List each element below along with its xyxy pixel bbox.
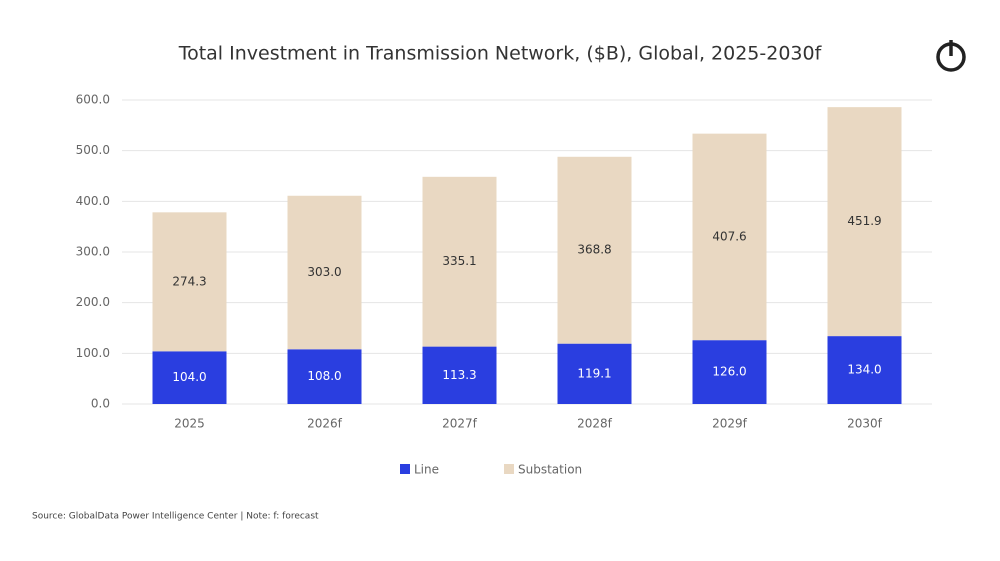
bar-segment — [827, 107, 902, 337]
legend-swatch — [504, 464, 514, 474]
data-label: 303.0 — [307, 265, 341, 279]
data-label: 119.1 — [577, 366, 611, 380]
legend-label: Substation — [518, 463, 582, 477]
data-label: 451.9 — [847, 214, 881, 228]
x-tick-label: 2030f — [847, 417, 883, 431]
y-tick-label: 500.0 — [76, 143, 110, 157]
data-label: 113.3 — [442, 368, 476, 382]
y-tick-label: 600.0 — [76, 93, 110, 107]
y-tick-label: 100.0 — [76, 346, 110, 360]
y-tick-label: 0.0 — [91, 397, 110, 411]
data-label: 335.1 — [442, 254, 476, 268]
bar-segment — [287, 349, 362, 404]
data-label: 274.3 — [172, 274, 206, 288]
data-label: 407.6 — [712, 229, 746, 243]
y-tick-label: 400.0 — [76, 194, 110, 208]
x-tick-label: 2029f — [712, 417, 748, 431]
data-label: 134.0 — [847, 363, 881, 377]
y-tick-label: 300.0 — [76, 245, 110, 259]
data-label: 368.8 — [577, 243, 611, 257]
x-tick-label: 2025 — [174, 417, 205, 431]
source-note: Source: GlobalData Power Intelligence Ce… — [32, 512, 319, 522]
bar-segment — [557, 156, 632, 344]
bar-segment — [827, 336, 902, 404]
data-label: 104.0 — [172, 370, 206, 384]
chart-title: Total Investment in Transmission Network… — [178, 43, 823, 65]
x-tick-label: 2027f — [442, 417, 478, 431]
logo — [936, 40, 966, 72]
y-tick-label: 200.0 — [76, 295, 110, 309]
bar-segment — [692, 133, 767, 341]
x-tick-label: 2026f — [307, 417, 343, 431]
bar-segment — [152, 351, 227, 404]
x-tick-label: 2028f — [577, 417, 613, 431]
bar-segment — [287, 195, 362, 350]
bar-segment — [692, 340, 767, 404]
bar-segment — [422, 176, 497, 347]
bar-segment — [152, 212, 227, 352]
bar-segment — [557, 343, 632, 404]
bar-segment — [422, 346, 497, 404]
legend-label: Line — [414, 463, 439, 477]
data-label: 108.0 — [307, 369, 341, 383]
legend-swatch — [400, 464, 410, 474]
data-label: 126.0 — [712, 365, 746, 379]
